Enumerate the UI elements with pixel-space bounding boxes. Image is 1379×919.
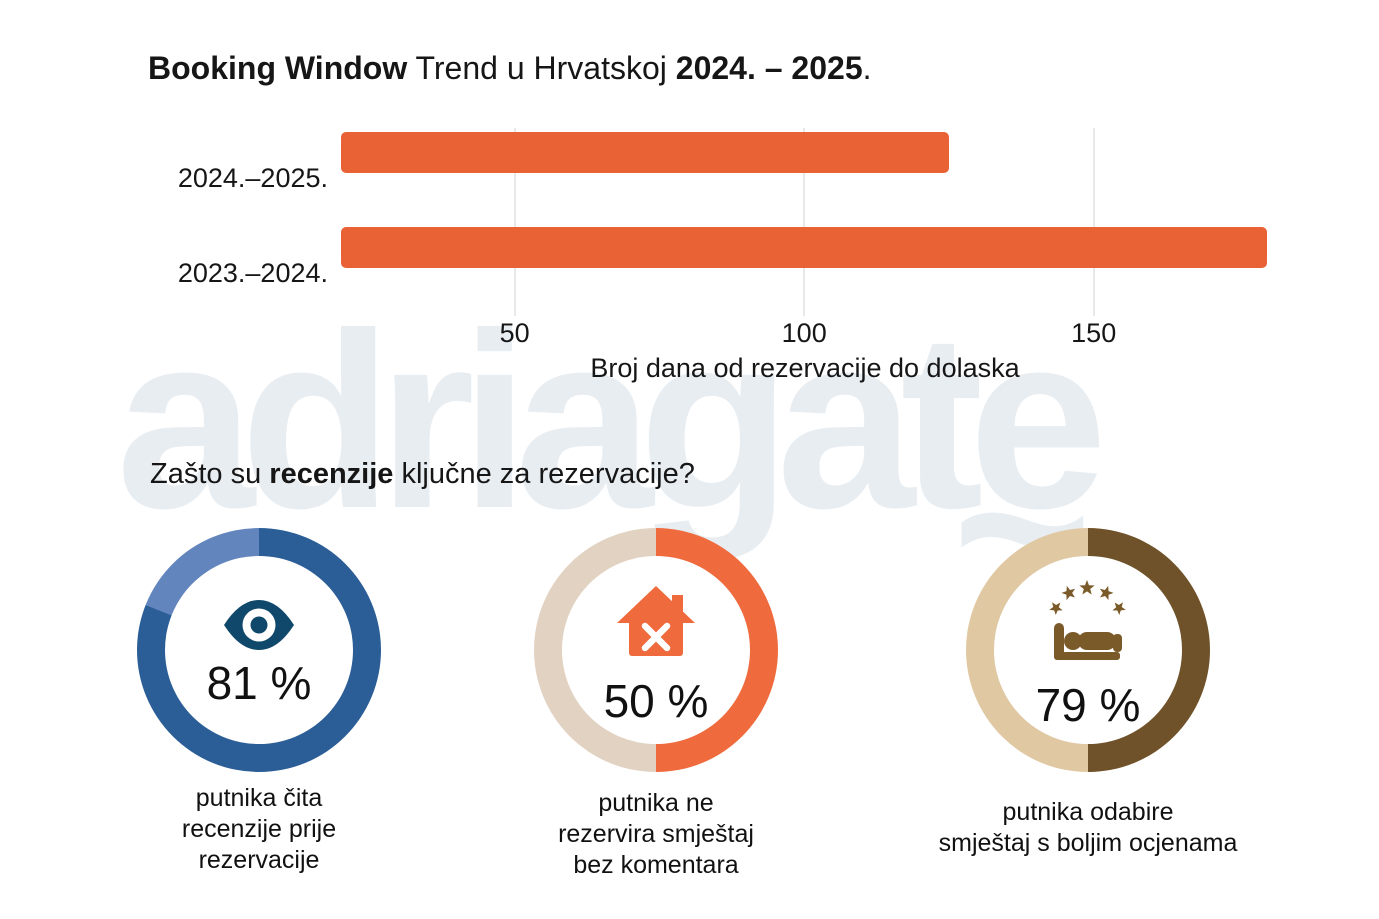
donut-ring-brown — [966, 528, 1210, 772]
title-bold-lead: Booking Window — [148, 50, 408, 86]
bar — [341, 132, 949, 173]
stat-card-no-booking-without-comments: 50 % putnika ne rezervira smještaj bez k… — [534, 528, 778, 908]
gridline — [1092, 128, 1095, 316]
eye-icon-svg — [224, 600, 294, 650]
stat-caption: putnika odabire smještaj s boljim ocjena… — [938, 798, 1238, 857]
bar-category-label: 2023.–2024. — [177, 258, 328, 288]
bed-stars-icon-svg — [1049, 580, 1126, 660]
bar — [341, 227, 1268, 268]
section-lead: Zašto su — [150, 458, 270, 490]
adriagate-watermark: adriagate — [116, 281, 1108, 560]
stat-caption: putnika čita recenzije prije rezervacije — [181, 784, 337, 874]
section-tail: ključne za rezervacije? — [393, 458, 695, 490]
stat-card-picks-better-rated: 79 % putnika odabire smještaj s boljim o… — [939, 528, 1237, 908]
title-mid: Trend u Hrvatskoj — [407, 50, 676, 86]
title-tail: . — [862, 50, 872, 86]
page-title: Booking Window Trend u Hrvatskoj 2024. –… — [148, 50, 872, 87]
house-x-icon — [616, 585, 696, 662]
bed-stars-icon — [1048, 576, 1128, 667]
x-tick-label: 100 — [781, 318, 827, 348]
house-x-icon-svg — [617, 586, 695, 656]
x-tick-label: 50 — [499, 318, 530, 348]
title-bold-years: 2024. – 2025 — [675, 50, 863, 86]
stat-percent: 81 % — [206, 657, 312, 709]
x-tick-label: 150 — [1071, 318, 1117, 348]
x-axis-title: Broj dana od rezervacije do dolaska — [590, 353, 1020, 383]
gridline — [513, 128, 516, 316]
section-heading: Zašto su recenzije ključne za rezervacij… — [150, 458, 695, 491]
stat-caption: putnika ne rezervira smještaj bez koment… — [558, 789, 754, 879]
eye-icon — [223, 598, 295, 657]
section-bold: recenzije — [269, 458, 394, 490]
bar-category-label: 2024.–2025. — [177, 163, 328, 193]
stat-card-reads-reviews: 81 % putnika čita recenzije prije rezerv… — [137, 528, 381, 908]
gridline — [803, 128, 806, 316]
stat-percent: 50 % — [603, 675, 709, 727]
stat-percent: 79 % — [1035, 679, 1141, 731]
